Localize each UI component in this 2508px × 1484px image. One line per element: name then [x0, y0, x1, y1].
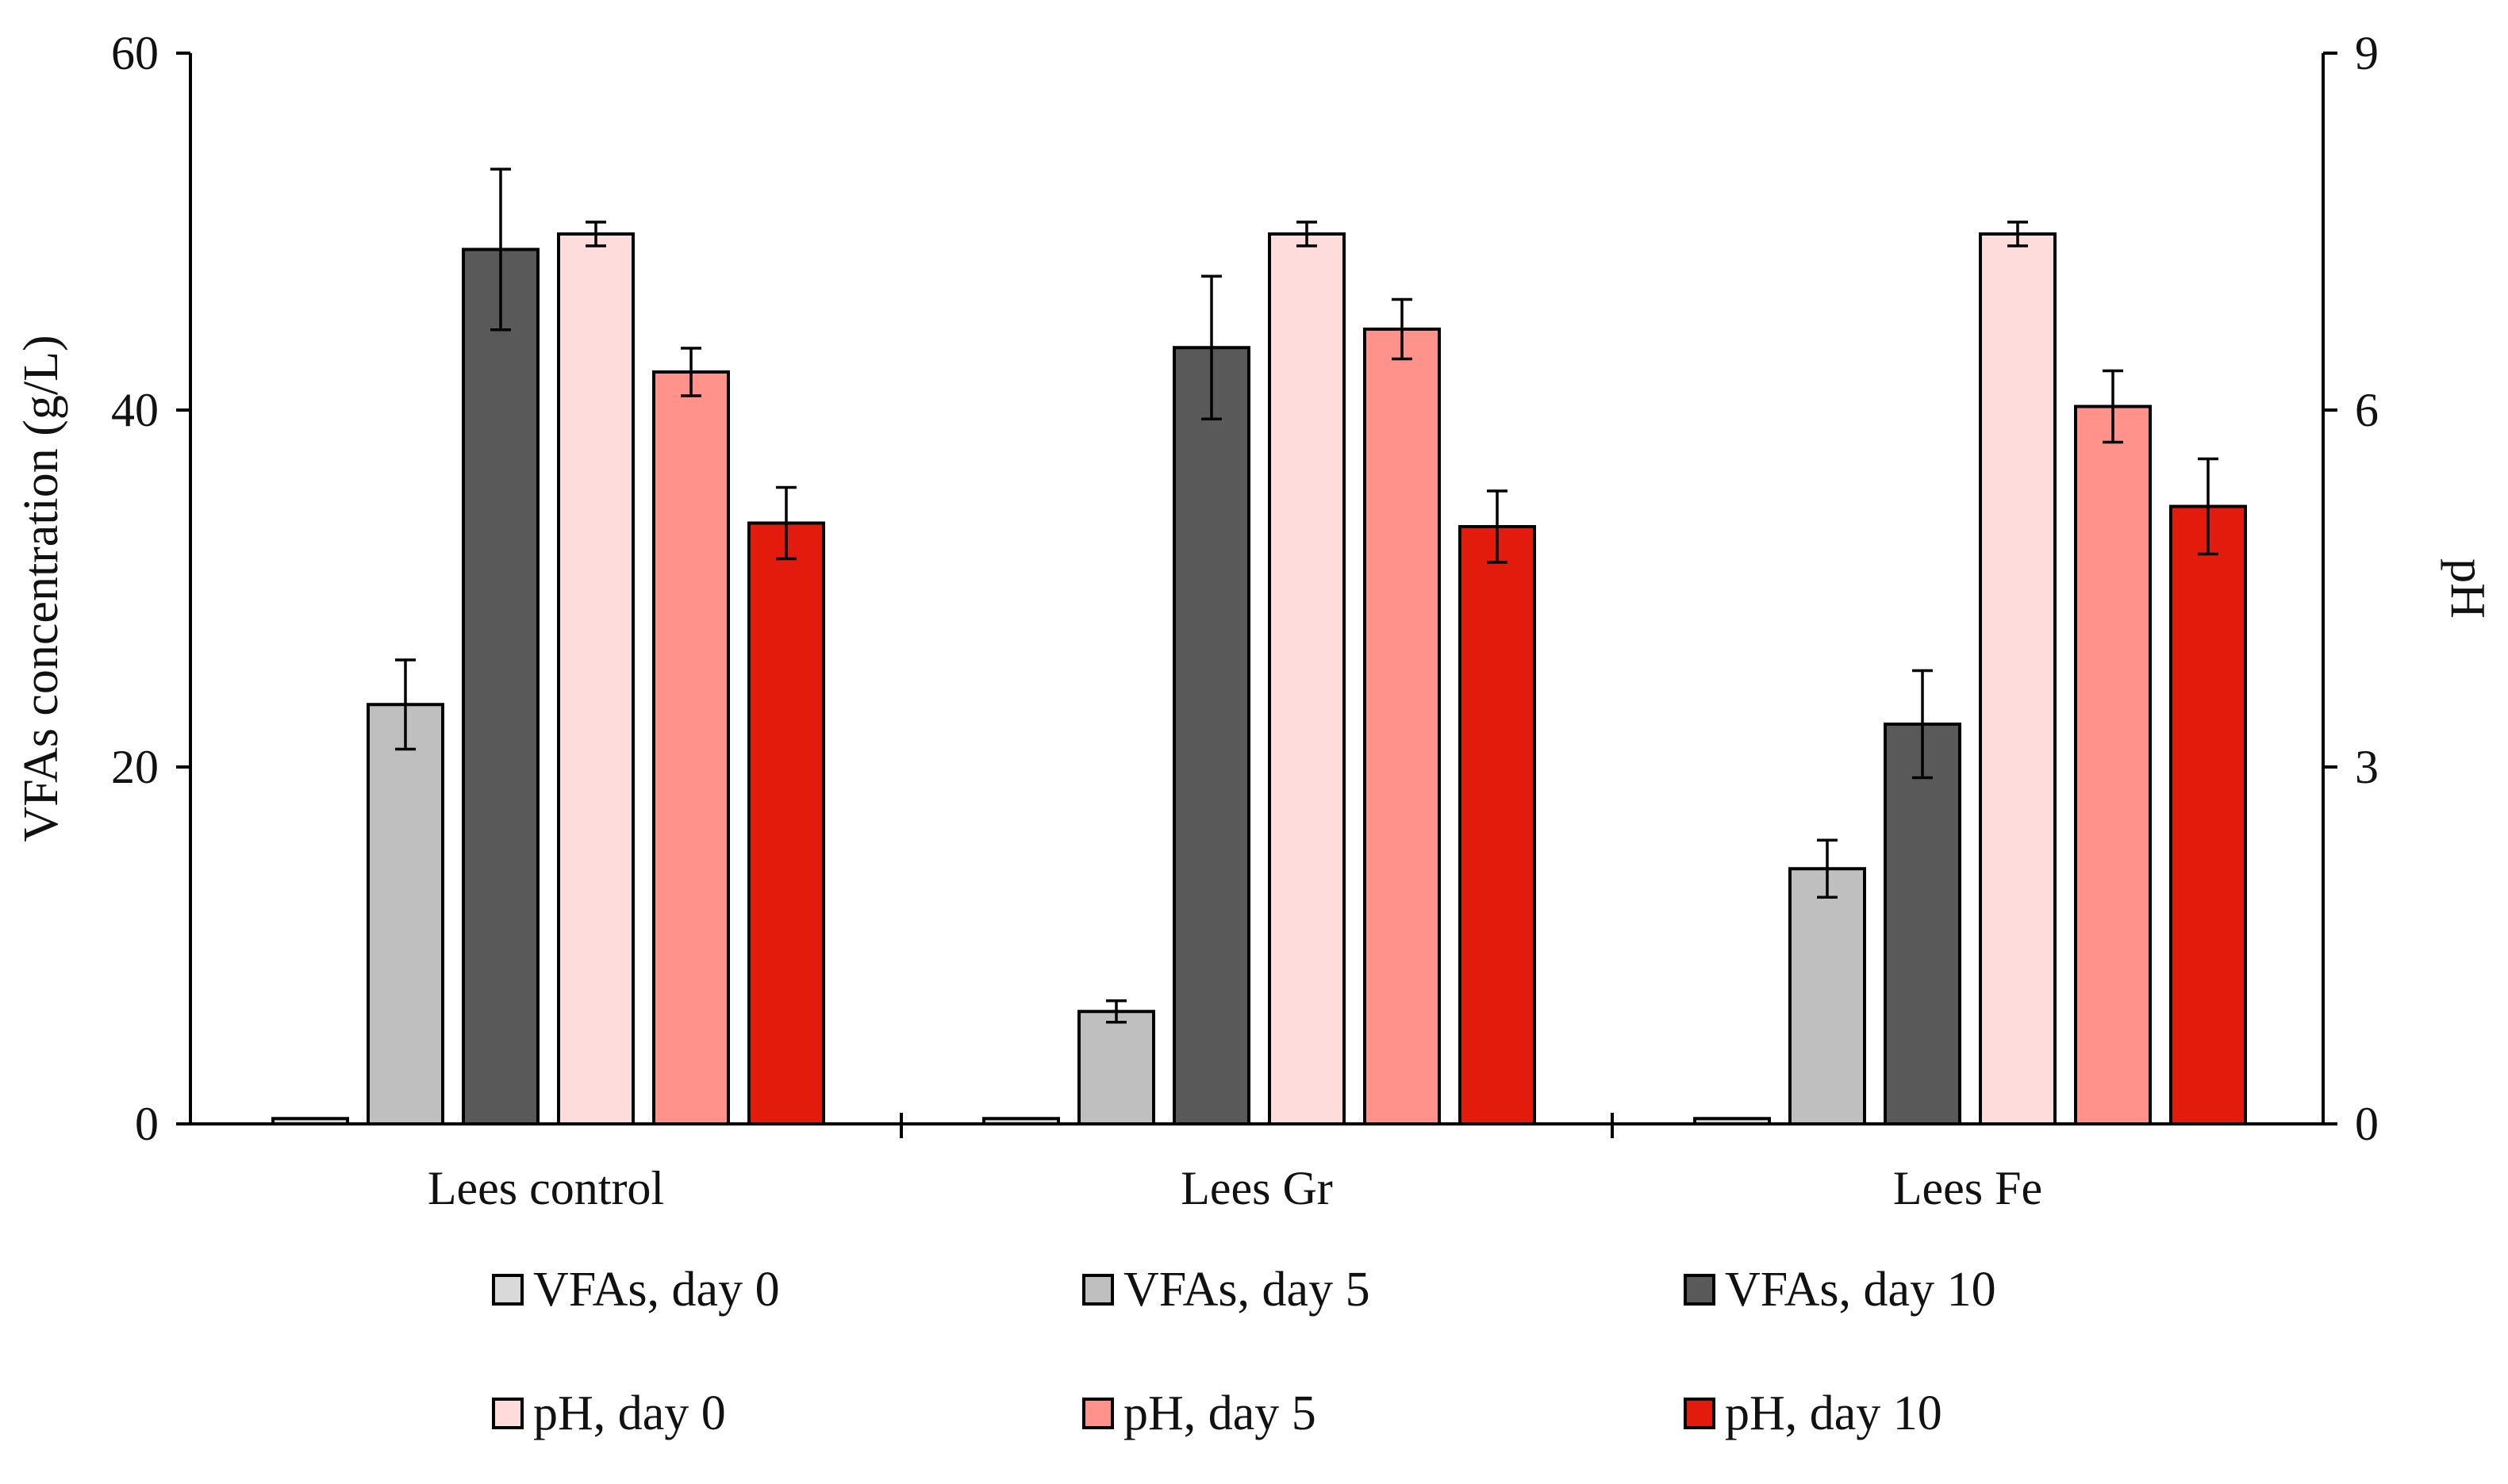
bar-lees-control-vfas-day-0 — [271, 1117, 349, 1125]
bar-lees-control-vfas-day-5 — [367, 703, 444, 1125]
legend-label: pH, day 0 — [533, 1386, 726, 1440]
legend-label: VFAs, day 10 — [1725, 1263, 1996, 1317]
x-category-label: Lees control — [428, 1162, 664, 1214]
legend-swatch — [1684, 1398, 1715, 1429]
bar-lees-control-ph-day-10 — [747, 521, 825, 1125]
legend-label: pH, day 10 — [1725, 1386, 1942, 1440]
bar-lees-gr-ph-day-0 — [1268, 232, 1346, 1125]
y2-tick-label: 9 — [2355, 27, 2379, 79]
legend-swatch — [1684, 1274, 1715, 1306]
y2-axis-title: pH — [2441, 558, 2495, 619]
bar-lees-control-vfas-day-10 — [462, 247, 540, 1125]
y2-tick-label: 3 — [2355, 741, 2379, 793]
x-category-label: Lees Gr — [1181, 1162, 1333, 1214]
bar-lees-fe-vfas-day-0 — [1693, 1117, 1771, 1125]
labels: 0 20 40 60 0 3 6 9 VFAs concentration (g/L) pH Lee… — [14, 27, 2495, 1214]
legend-swatch — [492, 1274, 524, 1306]
bars — [271, 167, 2247, 1125]
bar-lees-control-ph-day-0 — [557, 232, 635, 1125]
bar-lees-gr-vfas-day-5 — [1077, 1010, 1155, 1125]
legend: VFAs, day 0 VFAs, day 5 VFAs, day 10 pH, da… — [492, 1263, 1996, 1440]
axes — [176, 52, 2337, 1138]
y-axis-title: VFAs concentration (g/L) — [14, 335, 68, 842]
y-tick-label: 40 — [111, 384, 159, 436]
legend-label: VFAs, day 0 — [533, 1263, 780, 1317]
bar-lees-control-ph-day-5 — [652, 370, 730, 1125]
bar-lees-gr-ph-day-10 — [1458, 525, 1536, 1125]
bar-lees-fe-ph-day-0 — [1979, 232, 2057, 1125]
legend-label: VFAs, day 5 — [1123, 1263, 1370, 1317]
bar-lees-gr-vfas-day-0 — [982, 1117, 1060, 1125]
y-tick-label: 0 — [135, 1098, 159, 1150]
bar-lees-fe-ph-day-10 — [2169, 504, 2247, 1125]
bar-lees-fe-ph-day-5 — [2074, 405, 2152, 1125]
legend-swatch — [492, 1398, 524, 1429]
legend-label: pH, day 5 — [1123, 1386, 1316, 1440]
y-tick-label: 20 — [111, 741, 159, 793]
bar-lees-gr-ph-day-5 — [1363, 328, 1441, 1125]
bar-lees-fe-vfas-day-5 — [1788, 867, 1866, 1125]
y2-tick-label: 0 — [2355, 1098, 2379, 1150]
legend-swatch — [1082, 1274, 1114, 1306]
bar-lees-fe-vfas-day-10 — [1884, 723, 1961, 1125]
legend-swatch — [1082, 1398, 1114, 1429]
y-tick-label: 60 — [111, 27, 159, 79]
y2-tick-label: 6 — [2355, 384, 2379, 436]
x-category-label: Lees Fe — [1893, 1162, 2042, 1214]
bar-lees-gr-vfas-day-10 — [1173, 346, 1250, 1125]
